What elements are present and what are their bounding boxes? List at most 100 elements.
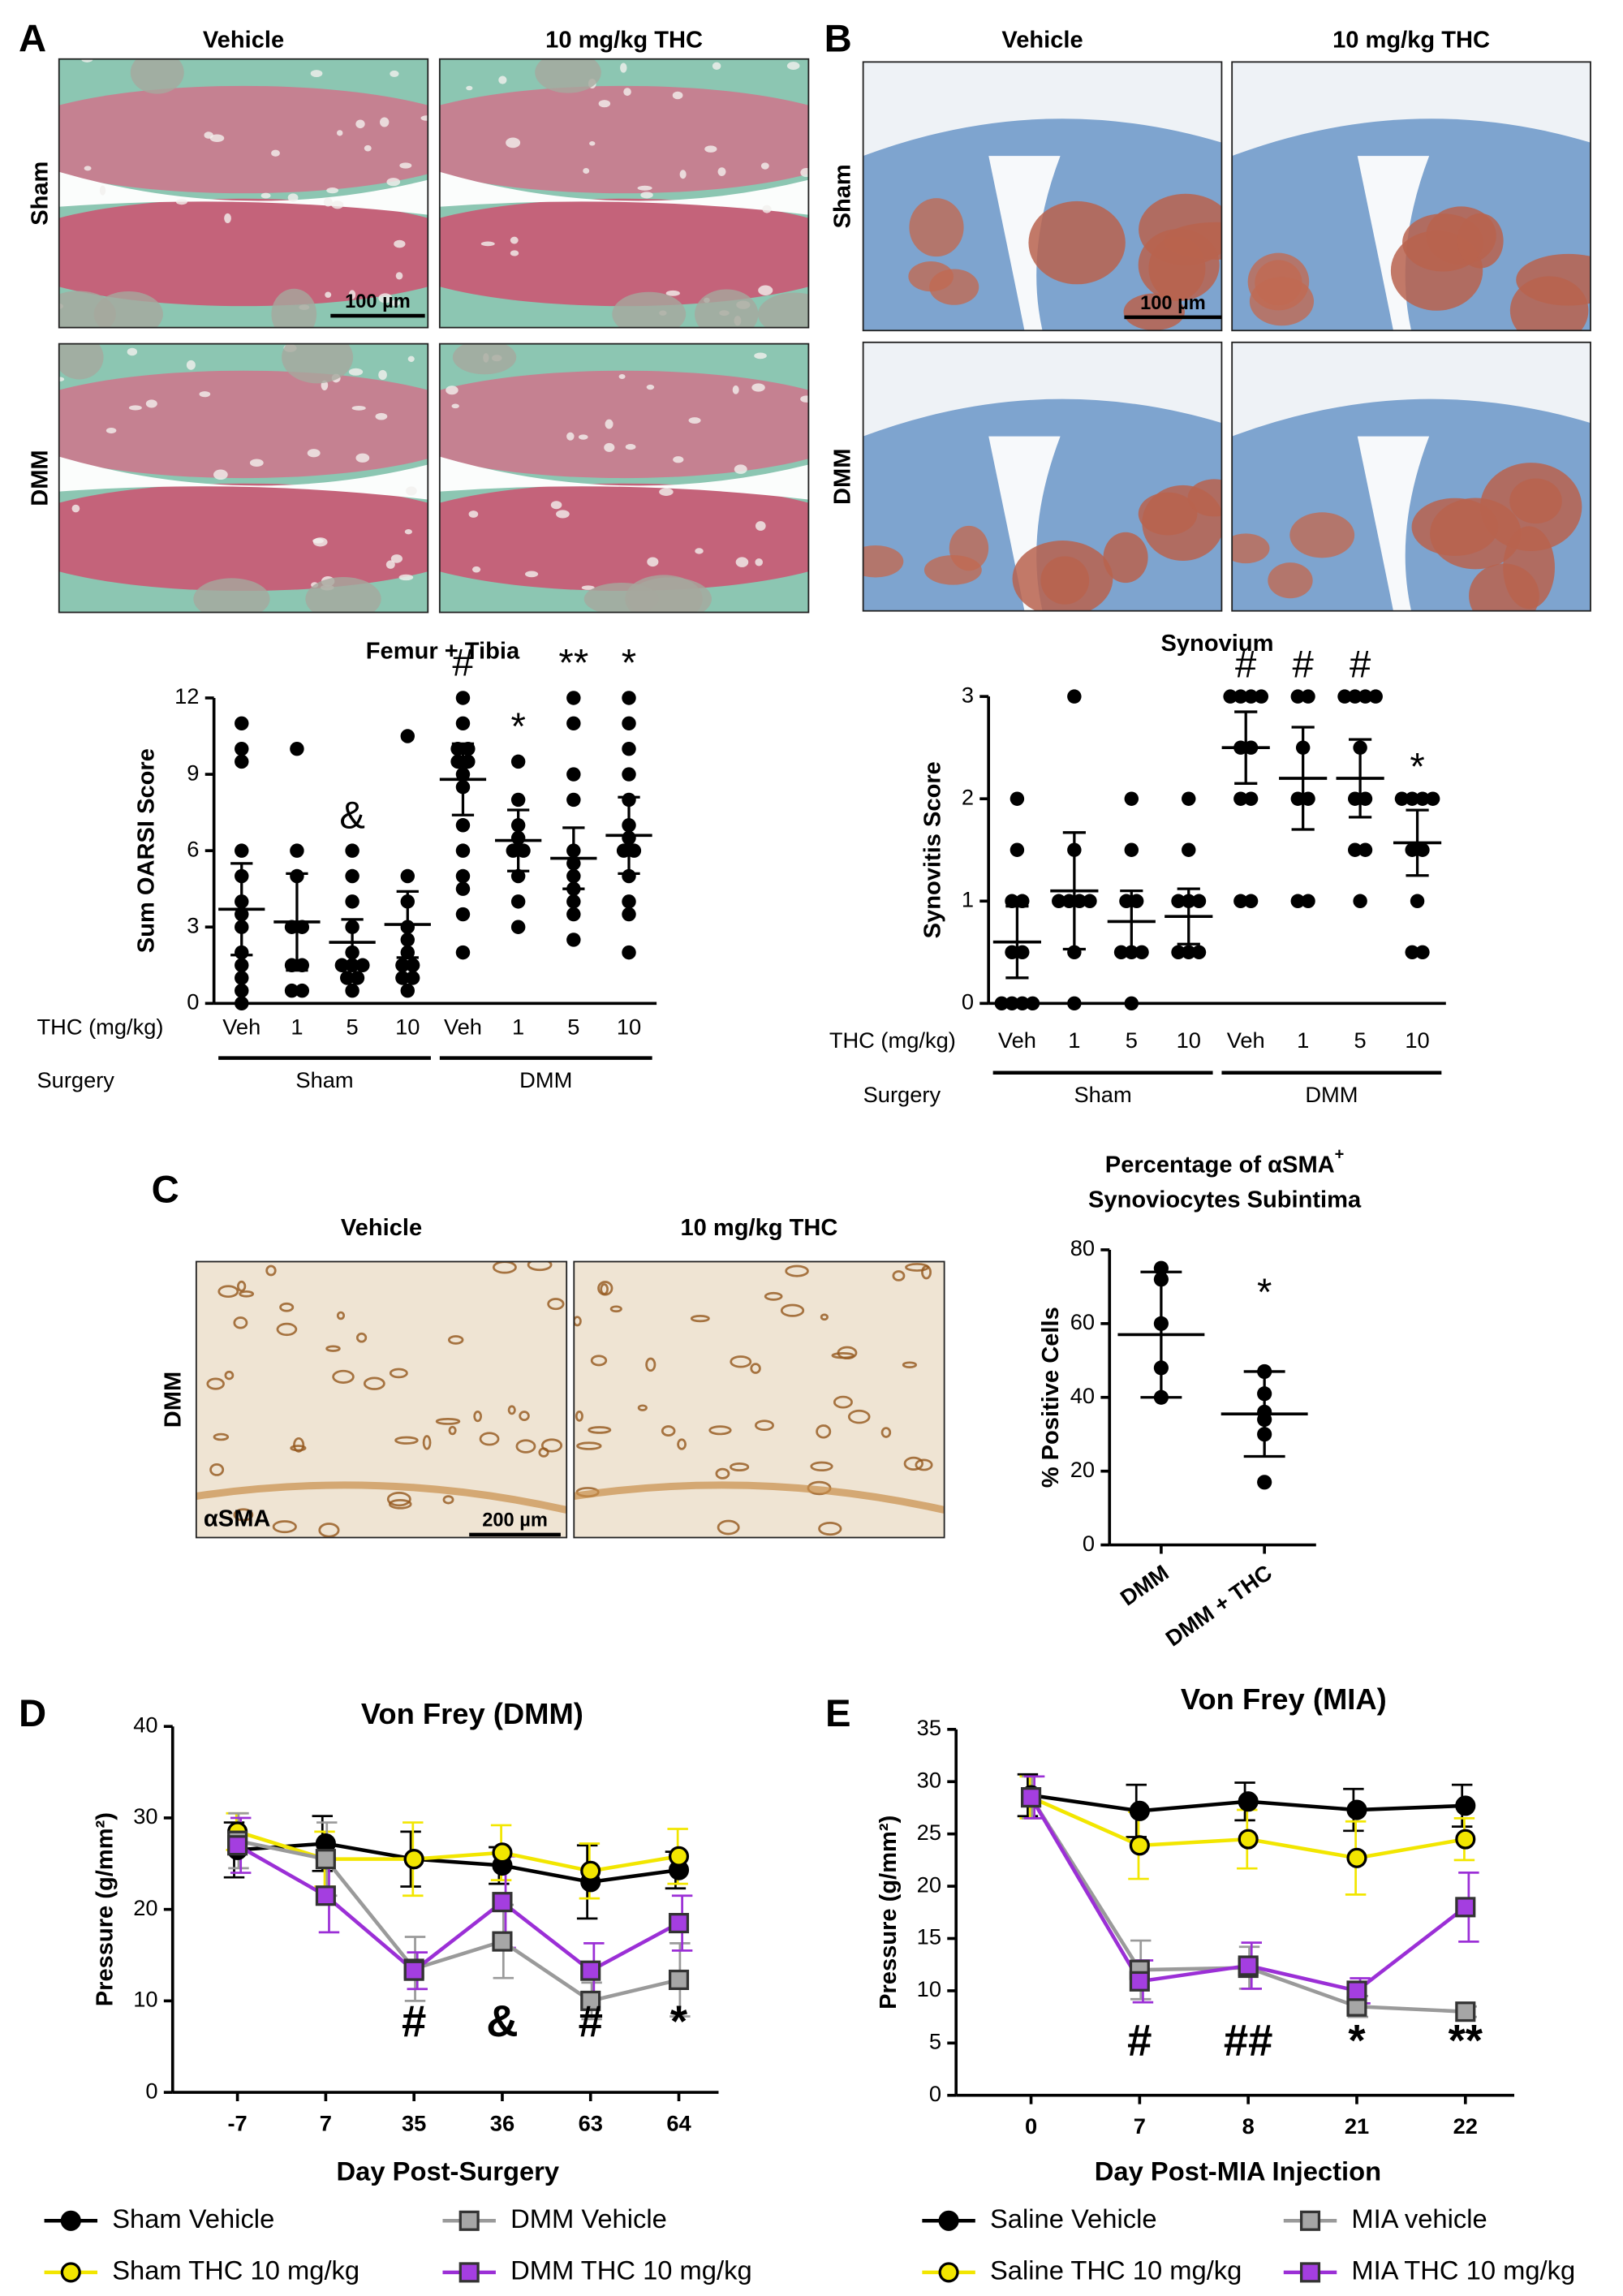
vessel bbox=[442, 1495, 454, 1505]
y-tick-label: 40 bbox=[133, 1712, 157, 1737]
marrow bbox=[627, 577, 712, 613]
data-point bbox=[1368, 689, 1383, 704]
cell bbox=[659, 488, 674, 496]
annotation: ## bbox=[1224, 2016, 1273, 2066]
x-tick-label: 10 bbox=[1177, 1027, 1201, 1053]
cell bbox=[326, 187, 339, 194]
data-point bbox=[455, 843, 471, 858]
y-tick-label: 80 bbox=[1070, 1235, 1095, 1260]
cell bbox=[646, 384, 655, 390]
data-point bbox=[461, 741, 476, 756]
data-point bbox=[235, 741, 249, 756]
vessel bbox=[435, 1417, 461, 1425]
vessel bbox=[386, 1492, 411, 1507]
data-point bbox=[1005, 996, 1019, 1011]
cartilage bbox=[58, 198, 428, 307]
cell bbox=[127, 347, 138, 356]
chart-title: Von Frey (DMM) bbox=[361, 1697, 583, 1730]
cell bbox=[323, 197, 333, 207]
x-tick-label: 5 bbox=[1126, 1027, 1138, 1053]
data-point bbox=[1348, 791, 1363, 806]
data-point bbox=[1290, 791, 1306, 806]
cell bbox=[555, 510, 570, 519]
cell bbox=[506, 137, 521, 149]
x-tick-label: 0 bbox=[1025, 2113, 1037, 2139]
series-line bbox=[237, 1842, 679, 1885]
data-point bbox=[1067, 996, 1082, 1011]
vessel bbox=[239, 1290, 255, 1298]
group-label: Sham bbox=[295, 1067, 353, 1092]
cell bbox=[348, 368, 364, 376]
cell bbox=[406, 486, 417, 496]
data-point bbox=[1290, 894, 1306, 908]
data-point bbox=[227, 1835, 248, 1856]
vessel bbox=[816, 1424, 832, 1439]
title-line: Percentage of αSMA bbox=[1105, 1152, 1335, 1178]
x-tick-label: Veh bbox=[222, 1014, 260, 1039]
error-bar bbox=[230, 862, 253, 957]
group-label: DMM bbox=[519, 1067, 572, 1092]
cell bbox=[762, 205, 772, 213]
data-point bbox=[506, 843, 521, 858]
x-tick-label: 22 bbox=[1453, 2113, 1478, 2139]
vessel bbox=[921, 1264, 932, 1280]
frame bbox=[438, 342, 810, 614]
frame bbox=[862, 61, 1223, 332]
x-tick-label: 5 bbox=[1354, 1027, 1367, 1053]
row-label: DMM bbox=[830, 449, 856, 505]
cell bbox=[510, 236, 519, 244]
bone bbox=[1457, 213, 1504, 269]
panel-letter: D bbox=[19, 1692, 46, 1735]
data-point bbox=[235, 754, 249, 769]
cell bbox=[451, 403, 459, 409]
data-point bbox=[622, 741, 636, 756]
stain-label: αSMA bbox=[204, 1506, 270, 1531]
bone bbox=[1232, 533, 1270, 564]
bone bbox=[1123, 293, 1185, 330]
y-tick-label: 0 bbox=[187, 989, 199, 1014]
vessel bbox=[276, 1322, 298, 1337]
vessel bbox=[645, 1357, 657, 1372]
joint-space bbox=[988, 436, 1061, 611]
data-point bbox=[1348, 842, 1363, 857]
data-point bbox=[1455, 1829, 1476, 1850]
annotation: * bbox=[1257, 1271, 1272, 1314]
cell bbox=[755, 558, 763, 566]
y-tick-label: 1 bbox=[962, 886, 974, 911]
cell bbox=[337, 130, 343, 136]
data-point bbox=[1129, 1835, 1150, 1856]
joint-space bbox=[1357, 156, 1430, 331]
cell bbox=[128, 405, 142, 411]
cell bbox=[375, 412, 388, 420]
data-point bbox=[1182, 791, 1196, 806]
vessel bbox=[690, 1315, 710, 1323]
y-tick-label: 0 bbox=[929, 2081, 941, 2106]
cell bbox=[605, 419, 613, 429]
cell bbox=[204, 131, 213, 139]
error-bar bbox=[286, 872, 308, 972]
x-tick-label: 35 bbox=[402, 2110, 426, 2135]
group-row-label: Surgery bbox=[863, 1082, 941, 1107]
data-point bbox=[1358, 791, 1373, 806]
y-tick-label: 5 bbox=[929, 2029, 941, 2054]
cell bbox=[550, 501, 562, 510]
frame bbox=[195, 1260, 568, 1539]
cell bbox=[623, 88, 631, 97]
vessel bbox=[527, 1261, 553, 1272]
cell bbox=[480, 241, 495, 247]
cell bbox=[673, 456, 684, 463]
cell bbox=[404, 529, 412, 535]
cell bbox=[355, 119, 365, 129]
chart-title: Femur + Tibia bbox=[366, 638, 520, 664]
data-point bbox=[315, 1849, 336, 1870]
data-point bbox=[668, 1846, 690, 1867]
error-bar bbox=[1406, 808, 1429, 877]
data-point bbox=[516, 843, 531, 858]
y-tick-label: 10 bbox=[917, 1976, 941, 2001]
y-axis-label: % Positive Cells bbox=[1038, 1307, 1064, 1488]
frame bbox=[1231, 341, 1591, 612]
data-point bbox=[290, 843, 304, 858]
vessel bbox=[708, 1425, 732, 1436]
column-label: Vehicle bbox=[203, 28, 284, 54]
micrograph-image bbox=[439, 58, 809, 328]
